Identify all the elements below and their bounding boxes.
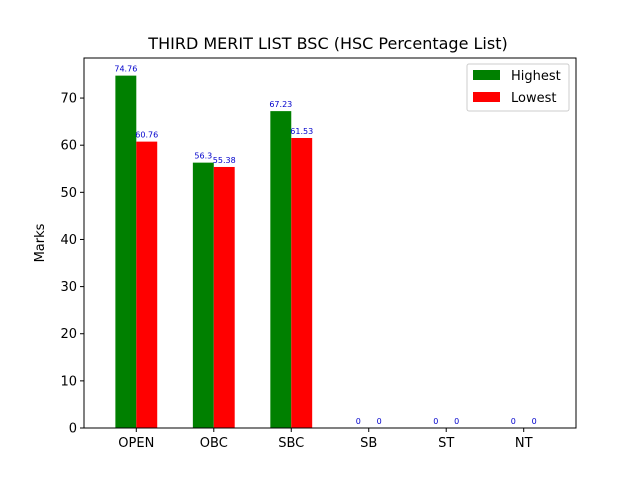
legend-swatch-lowest	[473, 92, 500, 102]
y-tick-label: 60	[60, 139, 77, 154]
bar-highest-obc	[192, 162, 214, 428]
plot-area: 74.76 56.3 67.23 0 0 0 60.76 55.38 61.53 0 0 0 0 10 20…	[60, 57, 577, 451]
bar-highest-open	[115, 75, 137, 428]
plot-frame	[83, 57, 577, 429]
bar-label-lowest-st: 0	[454, 417, 459, 426]
bar-lowest-obc	[213, 166, 235, 428]
x-tick-label-nt: NT	[515, 436, 533, 451]
bar-highest-sbc	[270, 111, 292, 429]
y-tick-label: 30	[60, 280, 77, 295]
bar-label-lowest-sb: 0	[377, 417, 382, 426]
bar-lowest-sbc	[291, 137, 313, 429]
legend-label-highest: Highest	[511, 69, 561, 84]
legend: Highest Lowest	[466, 63, 570, 112]
x-tick-label-obc: OBC	[200, 436, 228, 451]
y-tick-label: 40	[60, 233, 77, 248]
bar-label-highest-st: 0	[433, 417, 438, 426]
x-tick-label-open: OPEN	[118, 436, 154, 451]
bar-label-highest-sb: 0	[356, 417, 361, 426]
y-tick-label: 70	[60, 92, 77, 107]
y-tick-label: 10	[60, 374, 77, 389]
y-tick-label: 0	[69, 422, 77, 437]
bar-label-lowest-obc: 55.38	[213, 156, 236, 165]
chart-title: THIRD MERIT LIST BSC (HSC Percentage Lis…	[147, 34, 507, 53]
y-tick-label: 50	[60, 186, 77, 201]
legend-swatch-highest	[473, 70, 500, 80]
bar-label-lowest-sbc: 61.53	[290, 127, 313, 136]
legend-label-lowest: Lowest	[511, 91, 556, 106]
bar-label-lowest-nt: 0	[532, 417, 537, 426]
x-tick-label-sb: SB	[360, 436, 377, 451]
bar-label-highest-obc: 56.3	[194, 152, 212, 161]
bar-lowest-open	[136, 141, 158, 428]
bar-label-highest-open: 74.76	[114, 65, 137, 74]
x-tick-label-sbc: SBC	[278, 436, 304, 451]
y-axis-label: Marks	[33, 223, 48, 262]
bar-label-highest-nt: 0	[511, 417, 516, 426]
x-tick-label-st: ST	[438, 436, 454, 451]
bar-label-lowest-open: 60.76	[135, 131, 158, 140]
y-tick-label: 20	[60, 327, 77, 342]
bar-label-highest-sbc: 67.23	[269, 100, 292, 109]
